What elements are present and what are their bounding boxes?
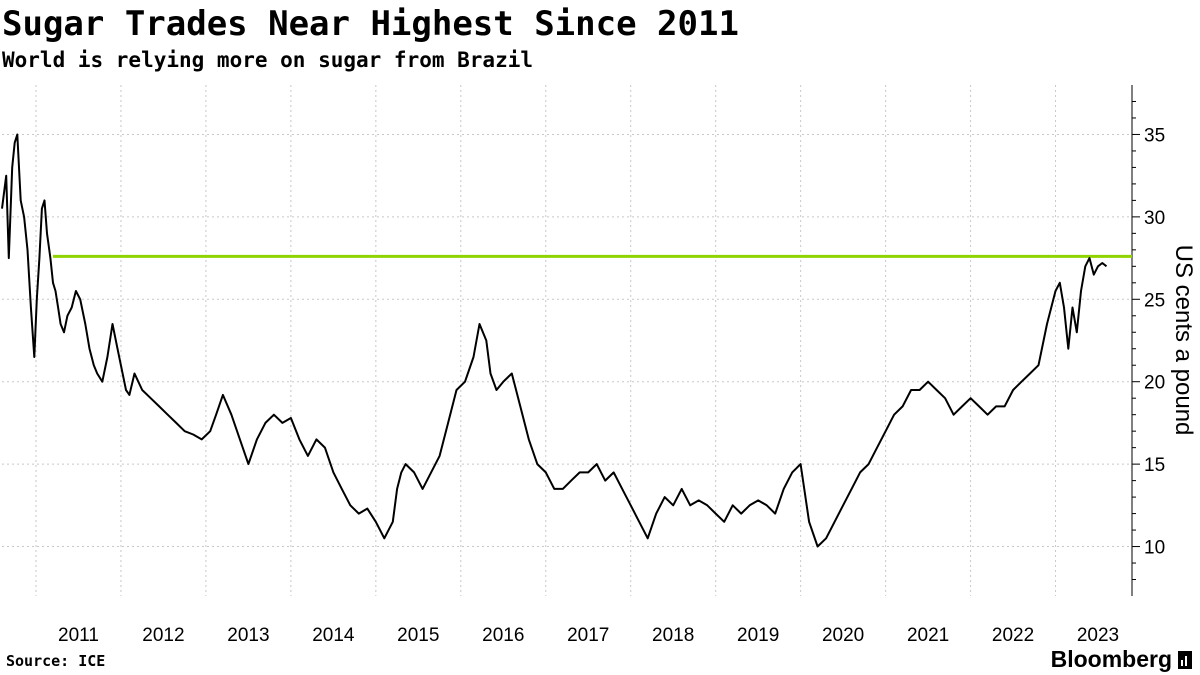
- x-tick-label: 2018: [652, 625, 694, 646]
- y-tick-label: 25: [1144, 290, 1165, 311]
- x-tick-label: 2012: [142, 625, 184, 646]
- y-tick-label: 15: [1144, 455, 1165, 476]
- x-tick-label: 2011: [58, 625, 99, 646]
- y-tick-labels: 10 15 20 25 30 35: [1144, 125, 1165, 558]
- x-tick-label: 2019: [737, 625, 779, 646]
- x-tick-label: 2016: [482, 625, 524, 646]
- bloomberg-mark-icon: [1178, 650, 1192, 669]
- y-tick-label: 35: [1144, 125, 1165, 146]
- chart-title: Sugar Trades Near Highest Since 2011: [2, 4, 739, 44]
- grid-layer: [2, 85, 1132, 596]
- x-tick-label: 2022: [992, 625, 1034, 646]
- x-tick-label: 2017: [567, 625, 609, 646]
- brand-logo: Bloomberg: [1051, 646, 1192, 673]
- series-layer: [1, 133, 1108, 548]
- x-tick-labels: 2011 2012 2013 2014 2015 2016 2017 2018 2019 2020…: [58, 625, 1119, 646]
- x-tick-label: 2021: [907, 625, 949, 646]
- chart-subtitle: World is relying more on sugar from Braz…: [2, 48, 534, 72]
- x-tick-label: 2023: [1077, 625, 1119, 646]
- axis-layer: [1131, 85, 1140, 596]
- x-tick-label: 2014: [312, 625, 355, 646]
- y-tick-label: 10: [1144, 538, 1165, 559]
- y-axis-label: US cents a pound: [1170, 245, 1197, 436]
- y-tick-label: 20: [1144, 373, 1165, 394]
- x-tick-label: 2020: [822, 625, 864, 646]
- price-series-line: [1, 133, 1108, 548]
- brand-name: Bloomberg: [1050, 646, 1172, 672]
- x-tick-label: 2015: [397, 625, 439, 646]
- y-tick-label: 30: [1144, 208, 1165, 229]
- x-tick-label: 2013: [227, 625, 269, 646]
- source-note: Source: ICE: [6, 652, 106, 670]
